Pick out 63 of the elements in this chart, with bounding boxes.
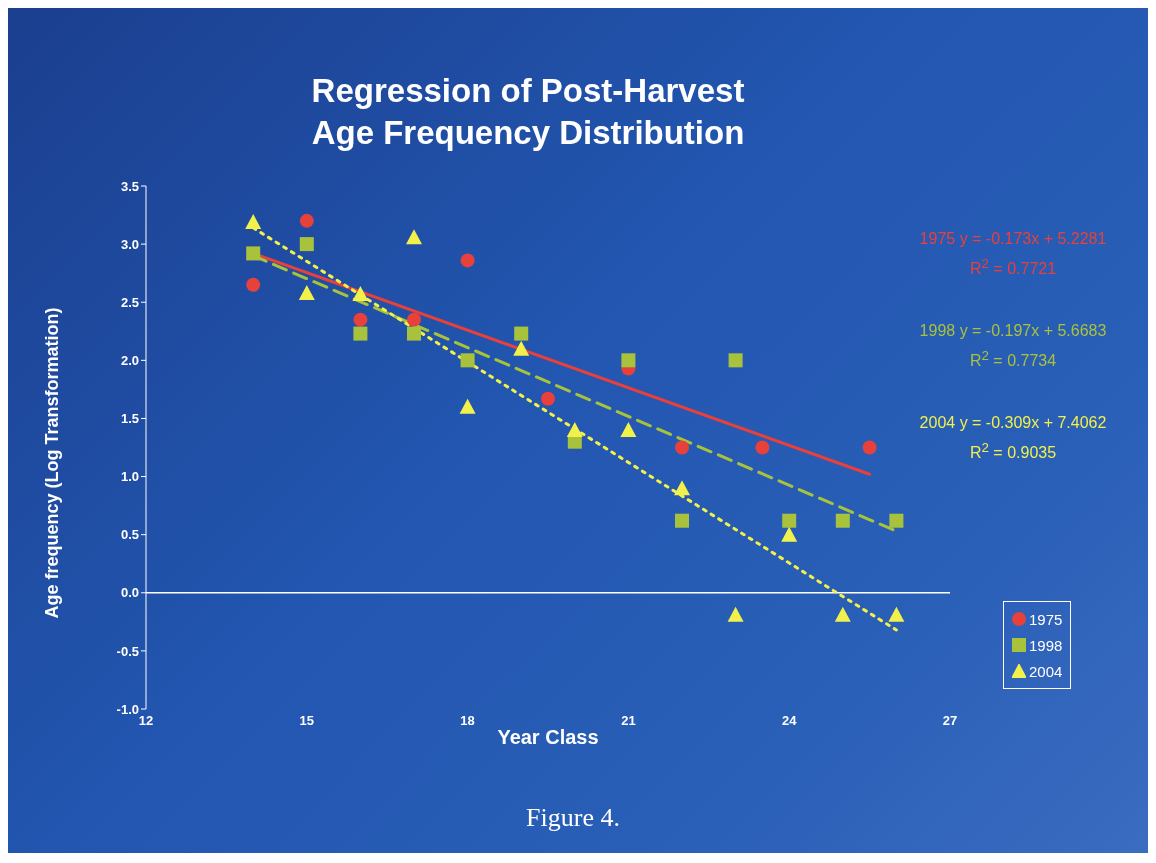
point [835, 513, 850, 528]
annotation: 1998 y = -0.197x + 5.6683 [918, 322, 1108, 340]
point [352, 286, 369, 302]
point [246, 246, 261, 261]
y-tick-label: 2.0 [120, 352, 139, 368]
point [459, 398, 476, 414]
point [862, 440, 877, 455]
point [621, 353, 636, 368]
text: R$^{2}$ = 0.9035 [968, 440, 1058, 463]
legend-label: 2004 [1029, 662, 1063, 680]
point [299, 213, 314, 228]
x-tick-label: 27 [942, 713, 958, 729]
text: R$^{2}$ = 0.7734 [968, 348, 1058, 371]
point [406, 229, 422, 245]
point [245, 214, 262, 230]
y-tick-label: -1.0 [116, 701, 139, 717]
caption: Figure 4. [525, 803, 621, 833]
y-tick-label: 0.0 [120, 585, 139, 601]
x-tick-label: 24 [781, 713, 798, 729]
point [674, 480, 690, 496]
y-tick-label: 3.0 [120, 236, 139, 252]
chart-title: Regression of Post-Harvest Age Frequency Distribution [310, 71, 746, 153]
point [514, 326, 529, 341]
point [755, 440, 770, 455]
point [407, 312, 421, 327]
point [566, 422, 583, 438]
point [889, 513, 904, 528]
point [541, 391, 555, 406]
point [675, 440, 689, 455]
annotation: 2004 y = -0.309x + 7.4062 [918, 414, 1108, 432]
y-tick-label: -0.5 [116, 643, 139, 659]
point [781, 526, 798, 542]
x-tick-label: 15 [299, 713, 315, 729]
point [782, 513, 797, 528]
point [834, 606, 851, 622]
legend-label: 1998 [1029, 636, 1063, 654]
point [246, 277, 261, 292]
y-tick-label: 1.5 [120, 411, 139, 427]
x-tick-label: 12 [138, 713, 154, 729]
text: R$^{2}$ = 0.7721 [968, 256, 1058, 279]
point [353, 312, 368, 327]
point [728, 353, 743, 368]
point [298, 284, 315, 300]
legend-label: 1975 [1029, 610, 1063, 628]
point [675, 513, 689, 528]
y-axis-title: Age frequency (Log Transformation) [41, 306, 63, 621]
point [888, 606, 905, 622]
x-tick-label: 18 [460, 713, 475, 729]
y-tick-label: 3.5 [120, 178, 139, 194]
point [353, 326, 368, 341]
annotation: 1975 y = -0.173x + 5.2281 [918, 230, 1108, 248]
x-tick-label: 21 [621, 713, 636, 729]
point [460, 253, 475, 268]
point [513, 340, 530, 356]
x-axis-title: Year Class [497, 726, 599, 748]
point [460, 353, 475, 368]
y-tick-label: 2.5 [120, 294, 139, 310]
point [620, 422, 637, 438]
point [407, 326, 421, 341]
y-tick-label: 1.0 [120, 469, 139, 485]
y-tick-label: 0.5 [120, 527, 139, 543]
point [727, 606, 744, 622]
point [299, 237, 314, 252]
